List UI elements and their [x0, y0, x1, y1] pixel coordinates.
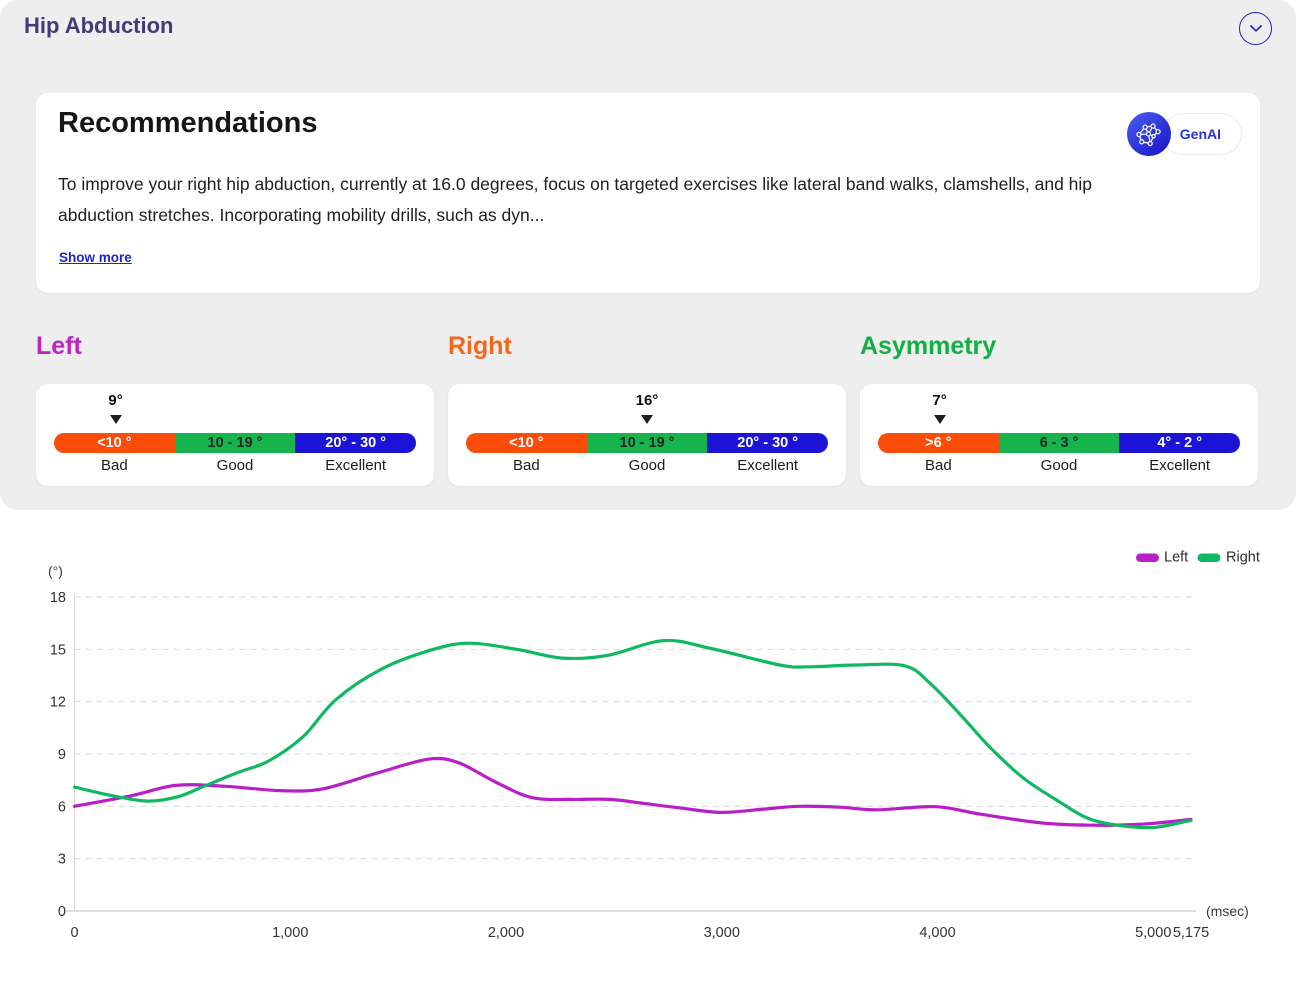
gauge-bar: <10 ° 10 - 19 ° 20° - 30 °: [466, 433, 829, 453]
abduction-trend-chart: 0 3 6 9 12 15 18 0 1,000 2,000 3,000 4,000 5,000 5,17…: [48, 550, 1260, 942]
gauge-rating-bad: Bad: [924, 457, 952, 474]
gauge-left-title: Left: [36, 332, 82, 360]
gauge-asymmetry-title: Asymmetry: [860, 332, 997, 360]
x-axis-tick-label: 4,000: [919, 925, 955, 941]
x-axis-tick-label: 2,000: [488, 925, 524, 941]
series-line-right: [72, 638, 1193, 830]
x-axis-tick-label: 5,175: [1173, 925, 1209, 941]
genai-network-icon: [1126, 112, 1171, 156]
gauge-segment-good: 6 - 3 °: [998, 433, 1120, 453]
gauge-value: 9°: [108, 392, 123, 409]
y-axis-tick-label: 6: [58, 799, 66, 815]
gauge-rating-bad: Bad: [100, 457, 128, 474]
gauge-segment-bad: <10 °: [54, 433, 175, 453]
gauge-segment-excellent: 20° - 30 °: [295, 433, 417, 453]
x-axis-tick-label: 5,000: [1135, 925, 1171, 941]
gauge-rating-excellent: Excellent: [1149, 457, 1211, 474]
gauge-bar: >6 ° 6 - 3 ° 4° - 2 °: [878, 433, 1241, 453]
y-axis-tick-label: 12: [50, 695, 66, 711]
genai-badge-group: GenAI: [1126, 112, 1242, 156]
gauge-value: 7°: [932, 392, 947, 409]
gauge-pointer-icon: [641, 415, 653, 424]
legend-swatch-right[interactable]: [1197, 553, 1221, 563]
gauge-left-card: 9° <10 ° 10 - 19 ° 20° - 30 ° Bad Good E…: [36, 384, 434, 486]
y-axis-tick-label: 0: [58, 904, 66, 920]
legend-label-right[interactable]: Right: [1226, 550, 1260, 566]
gauge-asymmetry: Asymmetry 7° >6 ° 6 - 3 ° 4° - 2 ° Bad G…: [860, 332, 1258, 486]
page-title: Hip Abduction: [24, 13, 174, 38]
genai-badge[interactable]: GenAI: [1161, 113, 1242, 155]
x-axis-tick-label: 0: [70, 925, 78, 941]
gauge-right: Right 16° <10 ° 10 - 19 ° 20° - 30 ° Bad…: [448, 332, 846, 486]
series-line-left: [72, 756, 1193, 827]
gauge-segment-good: 10 - 19 °: [586, 433, 708, 453]
hip-abduction-panel: Hip Abduction Recommendations: [0, 0, 1296, 510]
gauge-pointer-icon: [109, 415, 122, 424]
gauge-right-card: 16° <10 ° 10 - 19 ° 20° - 30 ° Bad Good …: [448, 384, 846, 486]
gauge-rating-excellent: Excellent: [737, 457, 799, 474]
x-axis-tick-label: 1,000: [272, 925, 308, 941]
y-axis-tick-label: 18: [50, 590, 66, 606]
x-axis-tick-label: 3,000: [704, 925, 740, 941]
collapse-panel-button[interactable]: [1239, 12, 1272, 45]
gauge-segment-bad: <10 °: [466, 433, 587, 453]
y-axis-tick-label: 3: [58, 852, 66, 868]
gauge-left: Left 9° <10 ° 10 - 19 ° 20° - 30 ° Bad G…: [36, 332, 434, 486]
gauge-rating-good: Good: [1040, 457, 1078, 474]
gauge-bar: <10 ° 10 - 19 ° 20° - 30 °: [54, 433, 417, 453]
recommendations-title: Recommendations: [58, 107, 318, 139]
legend-swatch-left[interactable]: [1136, 553, 1159, 563]
recommendations-card: Recommendations: [36, 93, 1260, 293]
gauge-segment-excellent: 4° - 2 °: [1119, 433, 1241, 453]
chevron-down-icon: [1249, 24, 1263, 33]
y-axis-unit-label: (°): [48, 563, 63, 579]
gauge-rating-excellent: Excellent: [325, 457, 387, 474]
gauge-pointer-icon: [933, 415, 946, 424]
gauge-right-title: Right: [448, 332, 512, 360]
gauge-segment-excellent: 20° - 30 °: [707, 433, 829, 453]
gauge-value: 16°: [635, 392, 659, 409]
gauge-rating-good: Good: [216, 457, 254, 474]
genai-badge-label: GenAI: [1179, 126, 1221, 142]
y-axis-tick-label: 15: [50, 642, 66, 658]
show-more-link[interactable]: Show more: [59, 250, 132, 265]
recommendations-body: To improve your right hip abduction, cur…: [58, 174, 1093, 225]
gauge-rating-bad: Bad: [512, 457, 540, 474]
gauge-segment-bad: >6 °: [878, 433, 999, 453]
gauge-asymmetry-card: 7° >6 ° 6 - 3 ° 4° - 2 ° Bad Good Excell…: [860, 384, 1258, 486]
gauge-rating-good: Good: [628, 457, 666, 474]
y-axis-tick-label: 9: [58, 747, 66, 763]
gauge-segment-good: 10 - 19 °: [174, 433, 296, 453]
legend-label-left[interactable]: Left: [1164, 550, 1188, 566]
x-axis-unit-label: (msec): [1206, 903, 1249, 919]
